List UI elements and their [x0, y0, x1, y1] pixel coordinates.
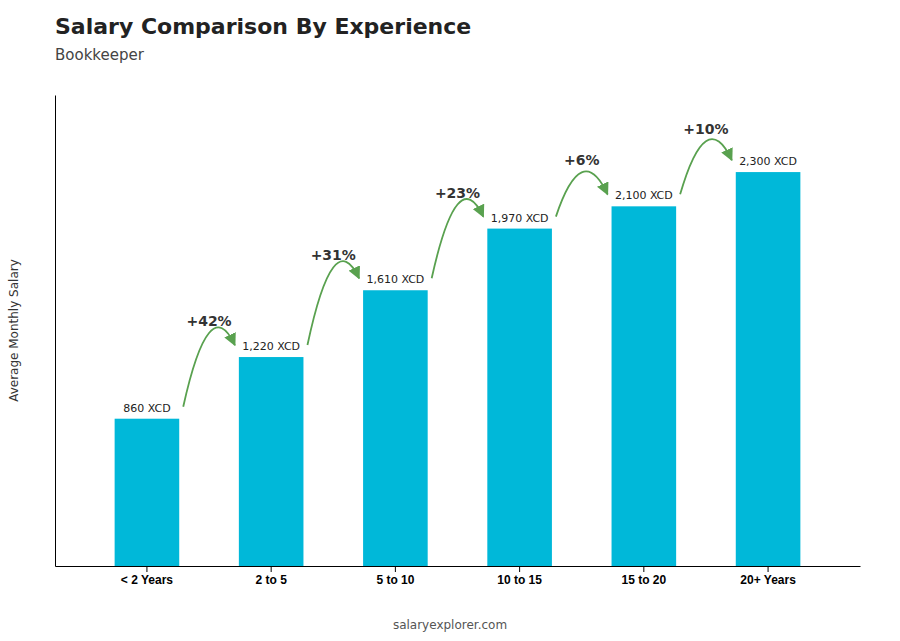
- x-tick-label: < 2 Years: [121, 573, 173, 587]
- data-label: 2,300 XCD: [739, 155, 797, 168]
- x-tick: 10 to 15: [497, 566, 542, 587]
- x-tick-label: 20+ Years: [740, 573, 796, 587]
- change-arrow: [556, 171, 608, 216]
- change-label: +10%: [683, 121, 728, 137]
- change-arrow: [432, 199, 484, 278]
- data-labels: 860 XCD 1,220 XCD 1,610 XCD 1,970 XCD 2,100 …: [123, 155, 797, 415]
- bars: [115, 172, 801, 566]
- chart: Salary Comparison By Experience Bookkeepe…: [0, 0, 900, 641]
- bar: [239, 357, 304, 566]
- x-tick-label: 5 to 10: [376, 573, 414, 587]
- bar: [115, 419, 180, 566]
- bar: [736, 172, 801, 566]
- annotations: +42% +31% +23% +6% +10%: [183, 121, 732, 407]
- subtitle: Bookkeeper: [55, 46, 145, 64]
- data-label: 1,610 XCD: [366, 273, 424, 286]
- bar: [363, 290, 428, 566]
- bar: [487, 229, 552, 566]
- data-label: 1,220 XCD: [242, 340, 300, 353]
- change-label: +6%: [564, 152, 600, 168]
- x-axis: < 2 Years 2 to 5 5 to 10 10 to 15 15 to 20 20…: [56, 566, 861, 587]
- x-tick-mark: [768, 566, 769, 572]
- change-label: +23%: [435, 185, 480, 201]
- y-axis-line: [55, 96, 56, 567]
- x-tick-label: 15 to 20: [621, 573, 666, 587]
- data-label: 1,970 XCD: [491, 212, 549, 225]
- x-tick: < 2 Years: [121, 566, 173, 587]
- x-tick: 2 to 5: [255, 566, 287, 587]
- x-tick-mark: [395, 566, 396, 572]
- x-tick: 5 to 10: [376, 566, 414, 587]
- x-tick: 15 to 20: [621, 566, 666, 587]
- data-label: 2,100 XCD: [615, 189, 673, 202]
- change-arrow: [307, 261, 359, 345]
- plot: < 2 Years 2 to 5 5 to 10 10 to 15 15 to 20 20…: [56, 96, 861, 587]
- bar: [612, 206, 677, 566]
- x-tick-mark: [146, 566, 147, 572]
- x-tick-mark: [271, 566, 272, 572]
- x-tick-label: 2 to 5: [255, 573, 287, 587]
- change-label: +31%: [311, 247, 356, 263]
- title: Salary Comparison By Experience: [55, 14, 471, 39]
- footer: salaryexplorer.com: [393, 618, 507, 632]
- change-arrow: [183, 327, 235, 406]
- x-tick-label: 10 to 15: [497, 573, 542, 587]
- data-label: 860 XCD: [123, 402, 170, 415]
- x-axis-line: [56, 566, 861, 567]
- x-tick-mark: [643, 566, 644, 572]
- change-label: +42%: [186, 313, 231, 329]
- y-axis-title: Average Monthly Salary: [7, 259, 21, 402]
- x-tick: 20+ Years: [740, 566, 796, 587]
- change-arrow: [680, 139, 732, 194]
- y-axis: [55, 96, 56, 567]
- x-tick-mark: [519, 566, 520, 572]
